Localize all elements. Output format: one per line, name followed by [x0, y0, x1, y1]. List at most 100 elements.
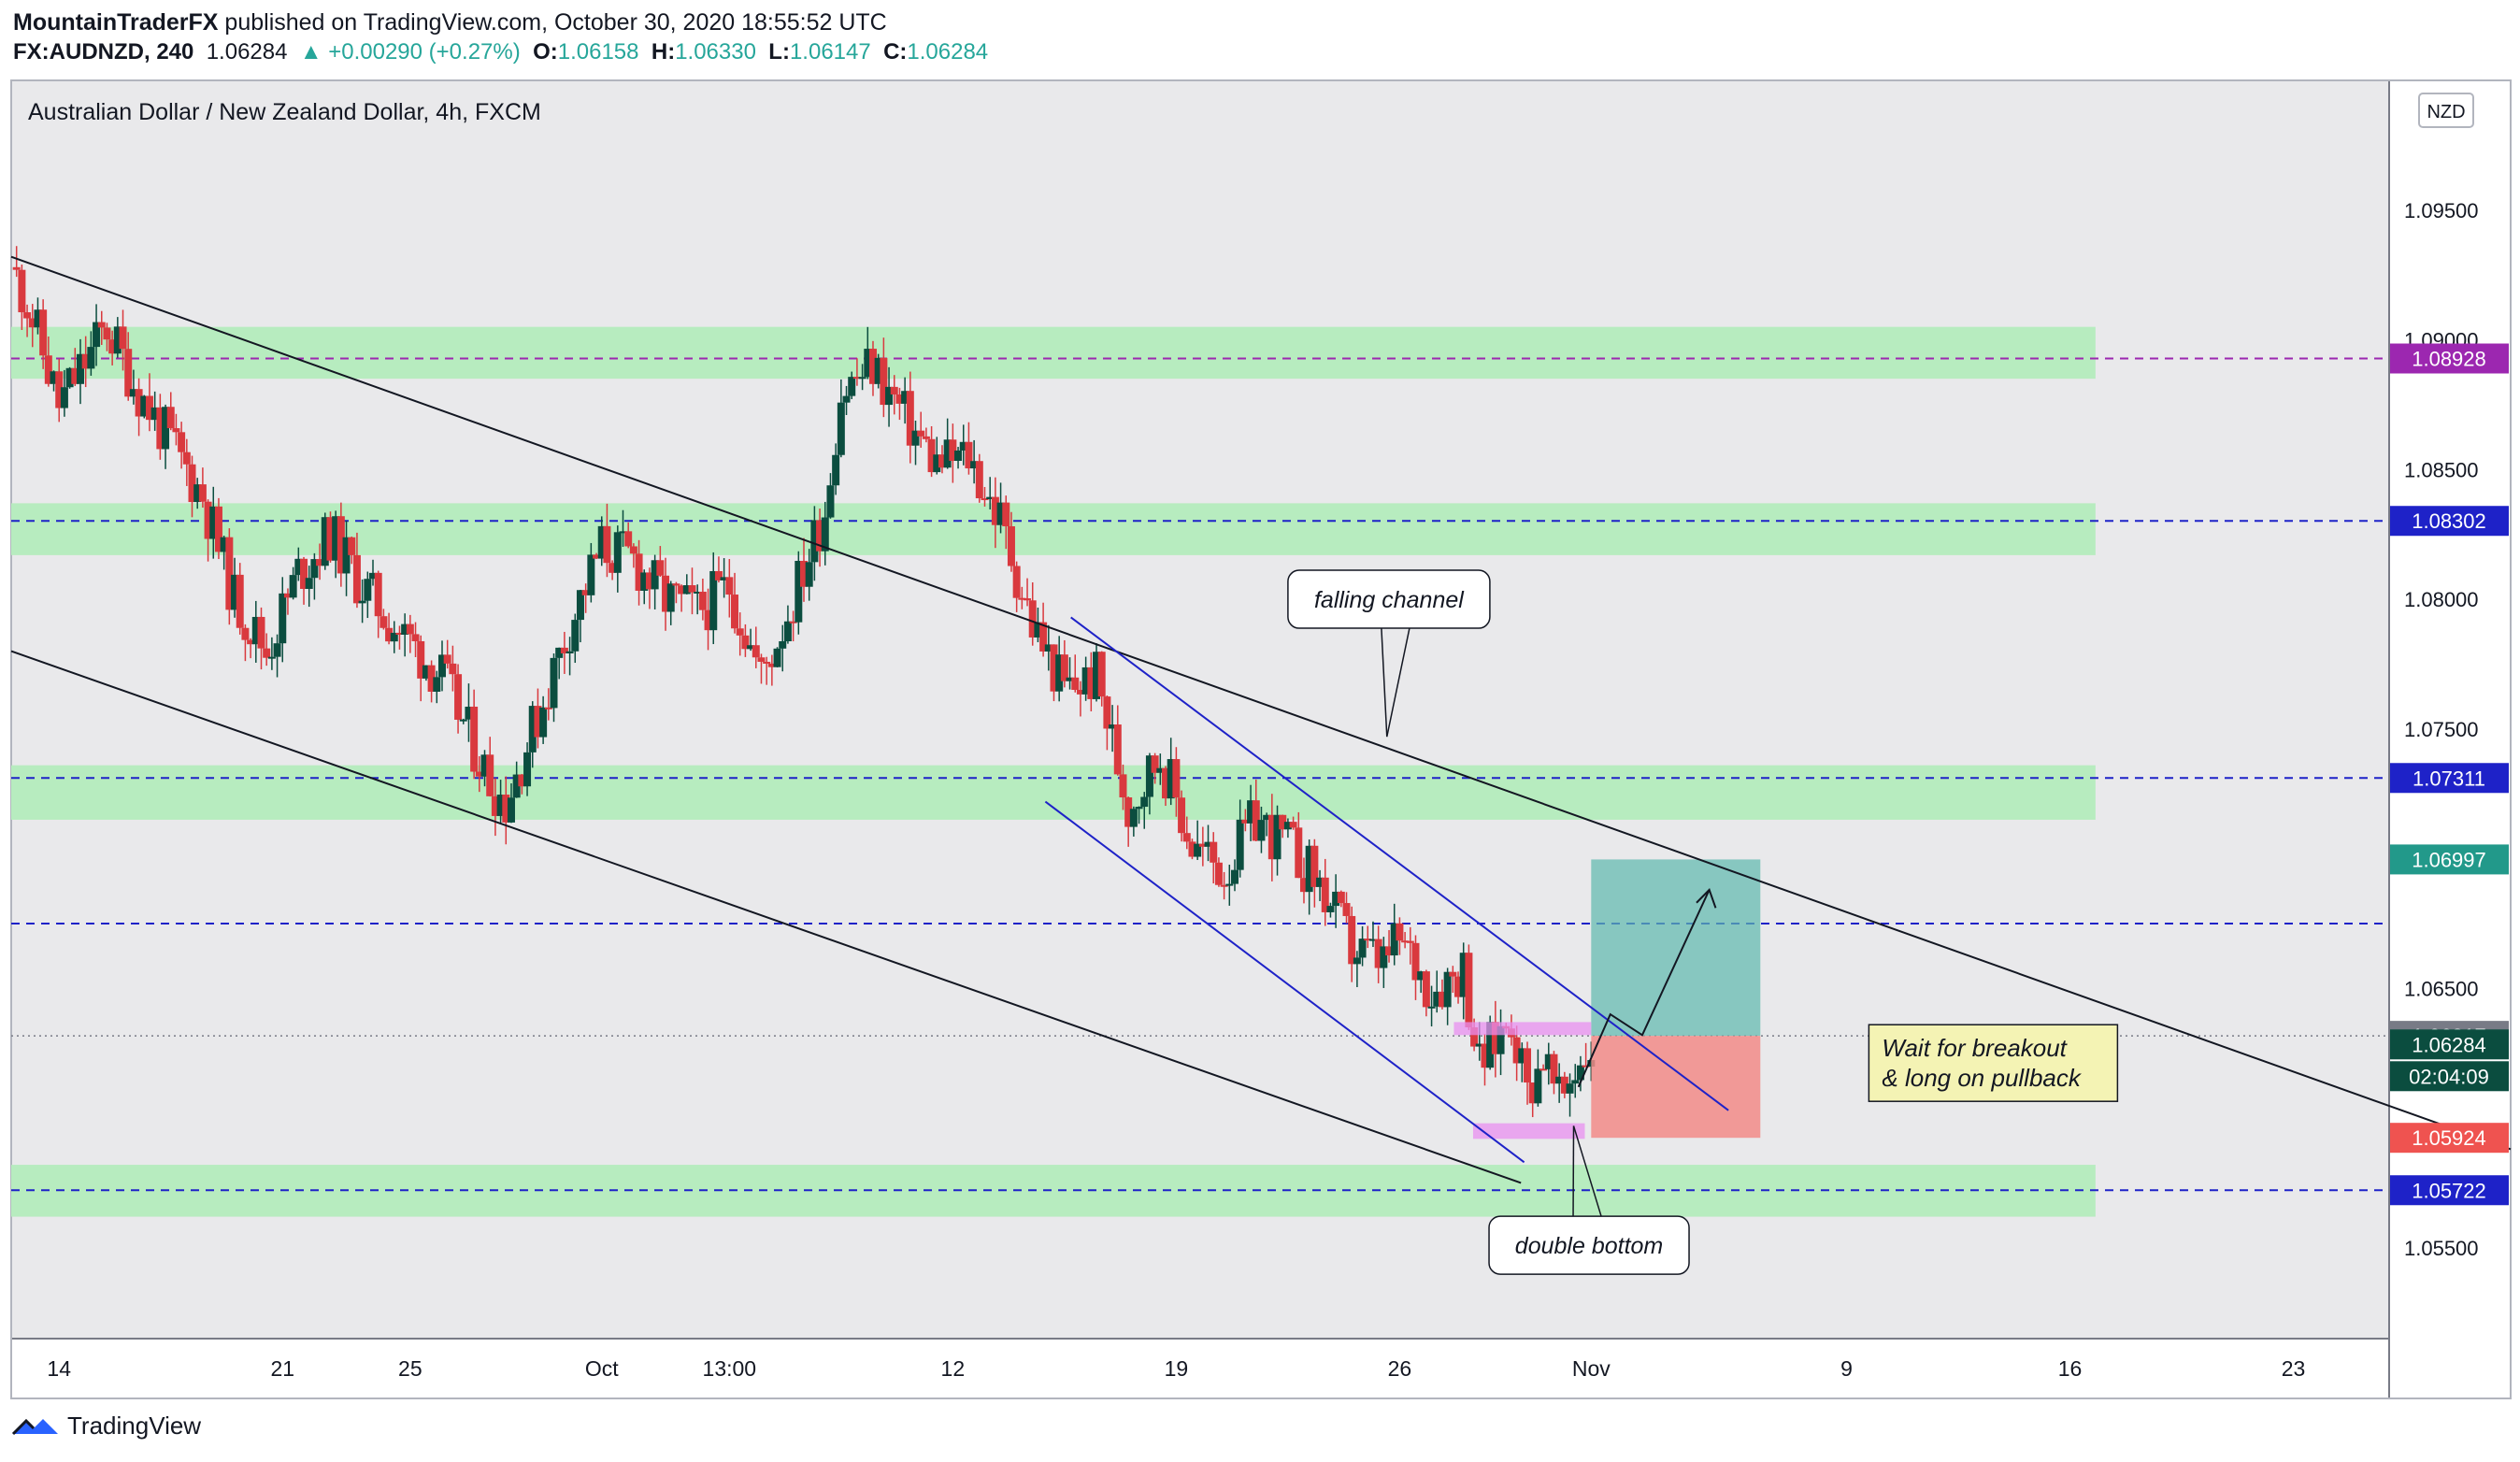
- chart-frame: [10, 79, 2512, 1399]
- candle-body: [289, 575, 297, 598]
- candle-body: [906, 391, 914, 446]
- author-name[interactable]: MountainTraderFX: [13, 9, 219, 36]
- double-bottom-callout[interactable]: [1488, 1215, 1690, 1275]
- candle-body: [390, 632, 398, 642]
- candle-body: [209, 506, 218, 539]
- candle-body: [480, 754, 489, 777]
- candle-body: [512, 774, 521, 798]
- candle-body: [1528, 1082, 1537, 1104]
- resistance-highlight[interactable]: [1453, 1022, 1592, 1036]
- candle-body: [1465, 953, 1473, 1027]
- candle-body: [1135, 807, 1143, 810]
- candle-body: [795, 560, 803, 623]
- channel-upper-line[interactable]: [10, 255, 2512, 1151]
- candle-body: [1544, 1054, 1553, 1069]
- candle-body: [1066, 677, 1074, 681]
- candle-body: [1263, 814, 1271, 821]
- candle-body: [949, 439, 957, 462]
- candle-body: [119, 326, 127, 350]
- candle-body: [411, 634, 420, 641]
- candle-body: [704, 609, 712, 631]
- candle-body: [1178, 797, 1186, 834]
- tradingview-logo[interactable]: TradingView: [11, 1412, 201, 1440]
- candle-body: [698, 592, 707, 610]
- candle-body: [1524, 1048, 1532, 1083]
- candle-body: [1055, 654, 1064, 692]
- candle-body: [491, 796, 499, 816]
- candle-body: [528, 706, 537, 752]
- close-label: C:: [883, 39, 908, 64]
- falling-channel-callout[interactable]: [1287, 569, 1491, 629]
- falling-channel-upper[interactable]: [1070, 616, 1729, 1111]
- candle-body: [283, 593, 292, 598]
- candle-body: [1050, 644, 1058, 692]
- candle-body: [624, 531, 633, 547]
- candle-body: [60, 387, 68, 408]
- candle-body: [496, 795, 505, 816]
- candle-body: [18, 269, 26, 313]
- candle-body: [352, 554, 361, 604]
- candle-body: [93, 322, 101, 348]
- position-stop-zone[interactable]: [1591, 1036, 1761, 1139]
- candle-body: [720, 577, 728, 580]
- candle-body: [666, 583, 675, 612]
- candle-body: [470, 706, 479, 772]
- candle-body: [251, 616, 260, 645]
- published-text: published on TradingView.com, October 30…: [224, 9, 887, 36]
- time-tick-label: 9: [1840, 1356, 1853, 1381]
- falling-channel-lower[interactable]: [1044, 800, 1525, 1164]
- candle-body: [1093, 652, 1101, 699]
- candle-body: [1422, 971, 1430, 1008]
- trade-note-box[interactable]: [1868, 1024, 2119, 1102]
- candle-body: [1310, 845, 1319, 887]
- candle-body: [166, 407, 175, 429]
- candle-body: [55, 371, 64, 408]
- candle-body: [842, 395, 851, 403]
- candle-body: [156, 407, 165, 450]
- candle-body: [1247, 800, 1255, 824]
- candle-body: [1034, 622, 1042, 638]
- candle-body: [1129, 809, 1138, 827]
- candle-body: [241, 627, 250, 640]
- candle-body: [864, 349, 872, 378]
- double-bottom-highlight[interactable]: [1472, 1123, 1585, 1140]
- candle-body: [1044, 644, 1052, 652]
- price-tick-label: 1.07500: [2404, 718, 2479, 741]
- candle-body: [901, 391, 909, 404]
- publish-info: MountainTraderFX published on TradingVie…: [13, 9, 887, 36]
- time-tick-label: 14: [47, 1356, 71, 1381]
- candle-body: [214, 506, 222, 552]
- candle-body: [757, 657, 766, 662]
- position-target-zone[interactable]: [1591, 859, 1761, 1037]
- projection-path[interactable]: [1577, 889, 1711, 1088]
- candle-body: [539, 707, 548, 738]
- candle-body: [767, 663, 776, 667]
- level-price-label: 1.08302: [2412, 509, 2486, 533]
- candle-body: [204, 501, 212, 539]
- candle-body: [609, 563, 617, 573]
- candle-body: [651, 560, 659, 590]
- candle-body: [336, 516, 345, 574]
- candle-body: [1368, 939, 1377, 941]
- candle-body: [1358, 939, 1367, 958]
- candle-body: [135, 389, 143, 417]
- currency-label: NZD: [2427, 102, 2465, 122]
- candle-body: [236, 574, 244, 628]
- candle-body: [1204, 841, 1212, 847]
- candle-body: [332, 516, 340, 561]
- channel-lower-line[interactable]: [10, 650, 1522, 1184]
- candle-body: [603, 525, 611, 564]
- currency-badge[interactable]: [2418, 93, 2474, 128]
- candle-body: [560, 647, 568, 653]
- candle-body: [874, 357, 882, 384]
- candle-body: [954, 450, 963, 462]
- trade-note-line: Wait for breakout: [1882, 1034, 2068, 1062]
- candle-body: [1576, 1065, 1584, 1081]
- candle-body: [507, 797, 515, 823]
- candle-body: [688, 585, 696, 593]
- double-bottom-label: double bottom: [1515, 1233, 1663, 1259]
- candle-body: [437, 654, 446, 678]
- candle-body: [1113, 724, 1122, 775]
- candle-body: [880, 357, 888, 406]
